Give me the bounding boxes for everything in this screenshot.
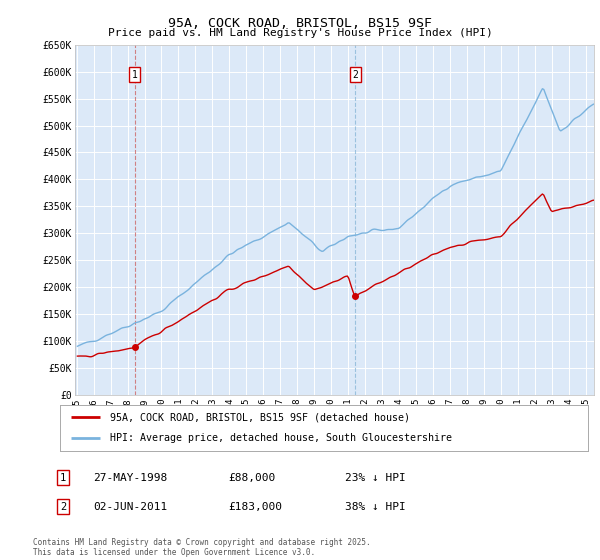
- Text: Contains HM Land Registry data © Crown copyright and database right 2025.
This d: Contains HM Land Registry data © Crown c…: [33, 538, 371, 557]
- Text: 23% ↓ HPI: 23% ↓ HPI: [345, 473, 406, 483]
- Text: 02-JUN-2011: 02-JUN-2011: [93, 502, 167, 512]
- Text: £183,000: £183,000: [228, 502, 282, 512]
- Text: 2: 2: [352, 69, 358, 80]
- Text: 95A, COCK ROAD, BRISTOL, BS15 9SF: 95A, COCK ROAD, BRISTOL, BS15 9SF: [168, 17, 432, 30]
- Text: 38% ↓ HPI: 38% ↓ HPI: [345, 502, 406, 512]
- Text: £88,000: £88,000: [228, 473, 275, 483]
- Text: HPI: Average price, detached house, South Gloucestershire: HPI: Average price, detached house, Sout…: [110, 433, 452, 444]
- Text: 27-MAY-1998: 27-MAY-1998: [93, 473, 167, 483]
- Text: 2: 2: [60, 502, 66, 512]
- Text: 1: 1: [60, 473, 66, 483]
- Text: Price paid vs. HM Land Registry's House Price Index (HPI): Price paid vs. HM Land Registry's House …: [107, 28, 493, 38]
- Text: 95A, COCK ROAD, BRISTOL, BS15 9SF (detached house): 95A, COCK ROAD, BRISTOL, BS15 9SF (detac…: [110, 412, 410, 422]
- Text: 1: 1: [131, 69, 137, 80]
